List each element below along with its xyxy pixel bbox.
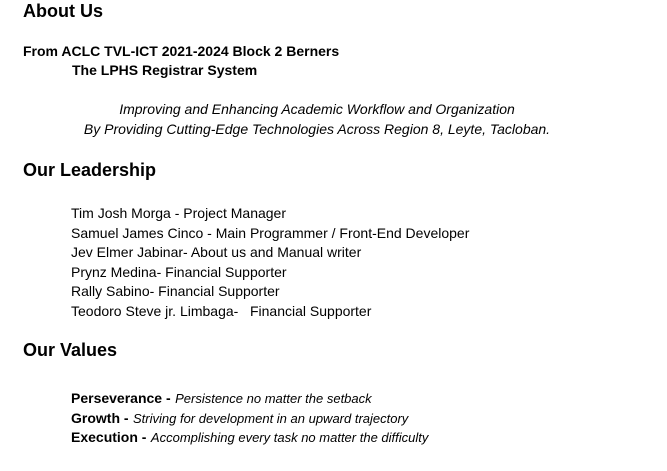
system-name: The LPHS Registrar System [72, 62, 258, 78]
value-name: Growth - [71, 409, 129, 426]
leader-item: Jev Elmer Jabinar- About us and Manual w… [71, 244, 362, 261]
value-name: Perseverance - [71, 390, 171, 406]
leader-item: Samuel James Cinco - Main Programmer / F… [71, 224, 470, 241]
mission-line-1: Improving and Enhancing Academic Workflo… [119, 101, 515, 117]
leader-item: Prynz Medina- Financial Supporter [71, 263, 287, 280]
value-description: Accomplishing every task no matter the d… [150, 430, 429, 446]
value-item: Perseverance - Persistence no matter the… [71, 389, 428, 409]
value-description: Persistence no matter the setback [175, 391, 372, 406]
mission-line-2: By Providing Cutting-Edge Technologies A… [83, 121, 551, 137]
values-heading: Our Values [23, 340, 118, 360]
org-line: From ACLC TVL-ICT 2021-2024 Block 2 Bern… [23, 43, 340, 59]
leadership-heading: Our Leadership [23, 160, 157, 180]
leader-item: Rally Sabino- Financial Supporter [71, 283, 280, 300]
values-list: Perseverance - Persistence no matter the… [71, 389, 428, 448]
value-name: Execution - [71, 429, 147, 446]
leadership-list: Tim Josh Morga - Project Manager Samuel … [71, 204, 469, 322]
leader-item: Tim Josh Morga - Project Manager [71, 205, 286, 221]
value-item: Growth - Striving for development in an … [71, 409, 428, 429]
value-description: Striving for development in an upward tr… [133, 410, 409, 426]
value-item: Execution - Accomplishing every task no … [71, 428, 428, 448]
about-us-heading: About Us [23, 1, 103, 21]
leader-item: Teodoro Steve jr. Limbaga- Financial Sup… [71, 302, 372, 319]
